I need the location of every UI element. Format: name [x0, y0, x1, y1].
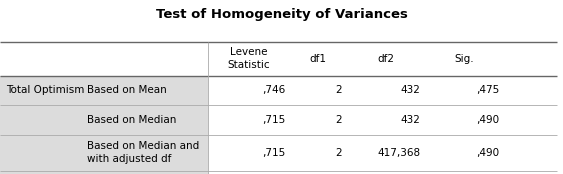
Text: df1: df1 [310, 54, 327, 64]
Text: 432: 432 [401, 115, 421, 125]
Text: 417,368: 417,368 [377, 148, 421, 158]
Text: df2: df2 [377, 54, 394, 64]
Text: ,475: ,475 [476, 85, 499, 96]
Bar [0, 135, 208, 171]
Text: Levene
Statistic: Levene Statistic [228, 47, 270, 70]
Bar [208, 76, 557, 105]
Text: 2: 2 [335, 85, 342, 96]
Text: ,715: ,715 [262, 115, 285, 125]
Text: ,490: ,490 [476, 115, 499, 125]
Text: 2: 2 [335, 115, 342, 125]
Text: Based on Mean: Based on Mean [87, 85, 167, 96]
Bar [208, 171, 557, 174]
Text: 432: 432 [401, 85, 421, 96]
Text: 2: 2 [335, 148, 342, 158]
Text: Test of Homogeneity of Variances: Test of Homogeneity of Variances [155, 8, 408, 21]
Text: Based on Median: Based on Median [87, 115, 177, 125]
Bar [0, 42, 557, 76]
Text: Based on Median and
with adjusted df: Based on Median and with adjusted df [87, 141, 199, 164]
Bar [0, 171, 208, 174]
Text: ,746: ,746 [262, 85, 285, 96]
Bar [208, 105, 557, 135]
Bar [0, 76, 208, 105]
Bar [0, 105, 208, 135]
Text: ,490: ,490 [476, 148, 499, 158]
Bar [208, 135, 557, 171]
Text: Total Optimism: Total Optimism [6, 85, 84, 96]
Text: Sig.: Sig. [455, 54, 474, 64]
Text: ,715: ,715 [262, 148, 285, 158]
